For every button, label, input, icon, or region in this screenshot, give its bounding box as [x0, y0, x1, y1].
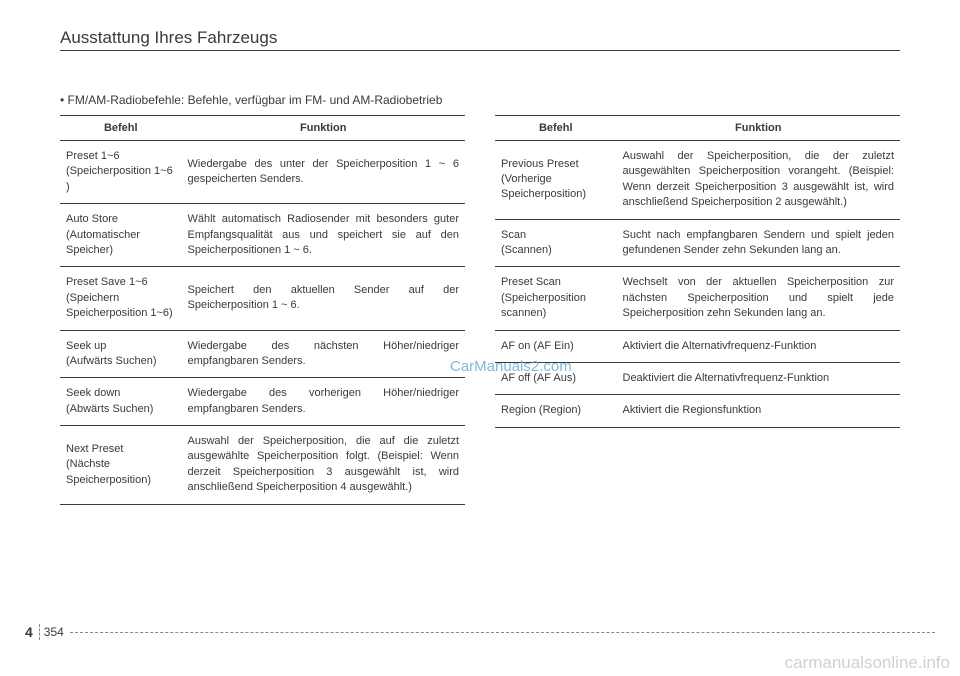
subtitle: • FM/AM-Radiobefehle: Befehle, verfügbar… [60, 93, 900, 107]
footer-page-num: 354 [44, 625, 64, 639]
header-befehl: Befehl [60, 116, 182, 141]
befehl-cell: Seek down (Abwärts Suchen) [60, 378, 182, 426]
funktion-cell: Sucht nach empfangbaren Sendern und spie… [617, 219, 901, 267]
befehl-cell: Previous Preset (Vorherige Speicherposit… [495, 141, 617, 220]
befehl-cell: Preset Scan (Speicherposition scannen) [495, 267, 617, 330]
befehl-cell: Seek up (Aufwärts Suchen) [60, 330, 182, 378]
header-funktion: Funktion [182, 116, 466, 141]
table-row: Seek down (Abwärts Suchen)Wiedergabe des… [60, 378, 465, 426]
funktion-cell: Auswahl der Speicherposition, die der zu… [617, 141, 901, 220]
funktion-cell: Wählt automatisch Radiosender mit besond… [182, 204, 466, 267]
footer: 4 354 [25, 624, 935, 640]
befehl-cell: Auto Store (Automatischer Speicher) [60, 204, 182, 267]
table-row: Preset Save 1~6 (Speichern Speicherposit… [60, 267, 465, 330]
table-row: Preset Scan (Speicherposition scannen)We… [495, 267, 900, 330]
tables-container: Befehl Funktion Preset 1~6 (Speicherposi… [60, 115, 900, 505]
table-row: Preset 1~6 (Speicherposition 1~6 )Wieder… [60, 141, 465, 204]
funktion-cell: Wiedergabe des unter der Speicherpositio… [182, 141, 466, 204]
table-row: AF off (AF Aus)Deaktiviert die Alternati… [495, 362, 900, 394]
table-row: Scan (Scannen)Sucht nach empfangbaren Se… [495, 219, 900, 267]
bottom-watermark: carmanualsonline.info [785, 653, 950, 673]
funktion-cell: Aktiviert die Alternativfrequenz-Funktio… [617, 330, 901, 362]
header-befehl: Befehl [495, 116, 617, 141]
befehl-cell: Preset 1~6 (Speicherposition 1~6 ) [60, 141, 182, 204]
page-header: Ausstattung Ihres Fahrzeugs [60, 28, 900, 51]
table-row: Previous Preset (Vorherige Speicherposit… [495, 141, 900, 220]
table-row: Seek up (Aufwärts Suchen)Wiedergabe des … [60, 330, 465, 378]
befehl-cell: Scan (Scannen) [495, 219, 617, 267]
befehl-cell: Next Preset (Nächste Speicherposition) [60, 426, 182, 505]
funktion-cell: Deaktiviert die Alternativfrequenz-Funkt… [617, 362, 901, 394]
table-row: Region (Region)Aktiviert die Regionsfunk… [495, 395, 900, 427]
funktion-cell: Auswahl der Speicherposition, die auf di… [182, 426, 466, 505]
footer-section: 4 [25, 624, 40, 640]
befehl-cell: AF on (AF Ein) [495, 330, 617, 362]
header-title: Ausstattung Ihres Fahrzeugs [60, 28, 900, 48]
table-row: Next Preset (Nächste Speicherposition)Au… [60, 426, 465, 505]
table-header-row: Befehl Funktion [495, 116, 900, 141]
table-header-row: Befehl Funktion [60, 116, 465, 141]
befehl-cell: AF off (AF Aus) [495, 362, 617, 394]
befehl-cell: Region (Region) [495, 395, 617, 427]
footer-dashes [70, 632, 935, 633]
header-underline [60, 50, 900, 51]
funktion-cell: Speichert den aktuellen Sender auf der S… [182, 267, 466, 330]
left-table-col: Befehl Funktion Preset 1~6 (Speicherposi… [60, 115, 465, 505]
table-row: Auto Store (Automatischer Speicher)Wählt… [60, 204, 465, 267]
funktion-cell: Wiedergabe des nächsten Höher/niedriger … [182, 330, 466, 378]
left-table: Befehl Funktion Preset 1~6 (Speicherposi… [60, 115, 465, 505]
right-table-col: Befehl Funktion Previous Preset (Vorheri… [495, 115, 900, 505]
funktion-cell: Aktiviert die Regionsfunktion [617, 395, 901, 427]
funktion-cell: Wiedergabe des vorherigen Höher/niedrige… [182, 378, 466, 426]
header-funktion: Funktion [617, 116, 901, 141]
right-table: Befehl Funktion Previous Preset (Vorheri… [495, 115, 900, 428]
befehl-cell: Preset Save 1~6 (Speichern Speicherposit… [60, 267, 182, 330]
table-row: AF on (AF Ein)Aktiviert die Alternativfr… [495, 330, 900, 362]
funktion-cell: Wechselt von der aktuellen Speicherposit… [617, 267, 901, 330]
